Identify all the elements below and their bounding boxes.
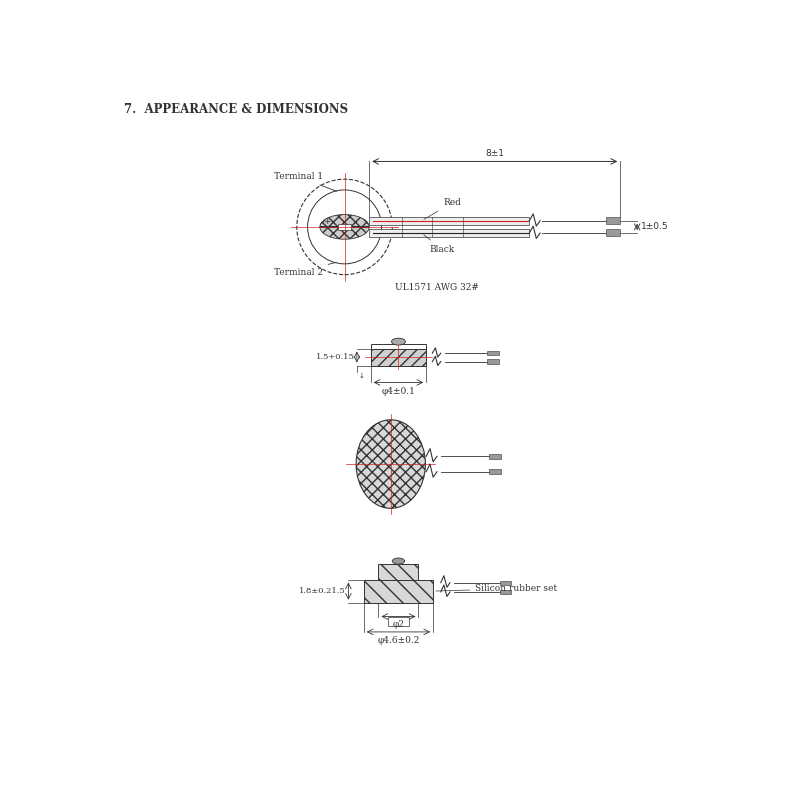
Text: 1.8±0.21.5: 1.8±0.21.5 [298,587,346,595]
Bar [378,564,418,579]
Polygon shape [320,214,369,227]
Text: φ2: φ2 [393,620,404,630]
Bar [606,218,620,224]
Bar [500,590,511,594]
Bar [489,470,501,474]
Bar [487,351,498,355]
Text: 7.  APPEARANCE & DIMENSIONS: 7. APPEARANCE & DIMENSIONS [123,103,348,116]
Bar [369,217,530,225]
Text: Terminal 2: Terminal 2 [274,262,337,277]
Bar [487,359,498,364]
Bar [370,349,426,366]
Text: Terminal 1: Terminal 1 [274,172,337,191]
Text: 8±1: 8±1 [485,150,504,158]
Ellipse shape [392,558,405,564]
Text: φ4±0.1: φ4±0.1 [382,387,415,396]
Text: ↓: ↓ [358,373,364,379]
Polygon shape [320,227,369,239]
Ellipse shape [391,338,406,345]
Bar [338,224,350,230]
Text: 1.5+0.15: 1.5+0.15 [317,353,355,361]
Text: Red: Red [424,198,461,219]
Bar [388,617,410,626]
Text: +: + [323,217,330,226]
Ellipse shape [356,420,426,508]
Text: φ4.6±0.2: φ4.6±0.2 [378,636,420,645]
Text: UL1571 AWG 32#: UL1571 AWG 32# [394,283,478,292]
Bar [369,230,530,237]
Text: Black: Black [424,234,454,254]
Bar [370,344,426,349]
Bar [364,579,433,602]
Bar [500,581,511,585]
Bar [606,229,620,236]
Text: Silicon rubber set: Silicon rubber set [436,584,558,593]
Text: 1±0.5: 1±0.5 [641,222,669,231]
Bar [489,454,501,458]
